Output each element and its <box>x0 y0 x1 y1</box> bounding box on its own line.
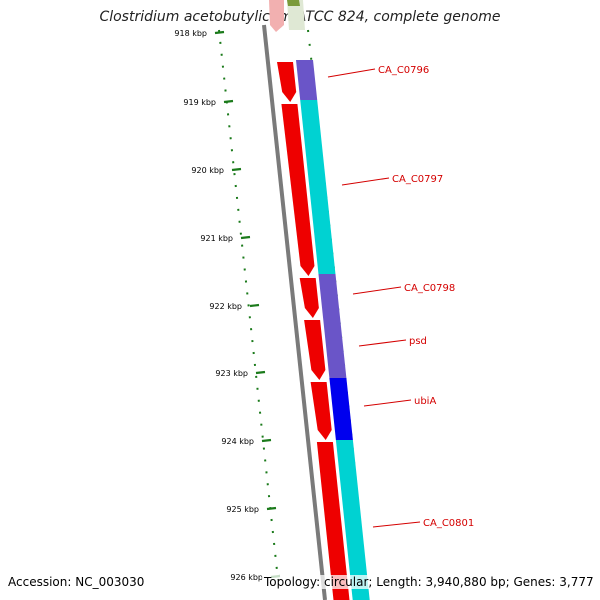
kbp-tick-label: 924 kbp <box>221 437 254 446</box>
gene-label[interactable]: psd <box>409 336 427 347</box>
accession-text: Accession: NC_003030 <box>8 575 145 589</box>
kbp-tick-mark <box>255 370 266 375</box>
reverse-gene-segment <box>296 60 318 100</box>
kbp-ticks: 918 kbp 919 kbp 920 kbp 921 kbp 922 kbp 923 k… <box>174 29 281 582</box>
kbp-tick-label: 921 kbp <box>200 234 233 243</box>
gene-leader-line <box>358 339 407 347</box>
reverse-gene-segment <box>335 440 370 600</box>
kbp-tick-label: 922 kbp <box>209 302 242 311</box>
kbp-tick-mark <box>231 167 242 172</box>
gene-label[interactable]: CA_C0796 <box>378 65 429 76</box>
faded-gene-top-green <box>287 0 305 30</box>
gene-label[interactable]: ubiA <box>414 396 436 407</box>
backbone-line <box>262 24 327 600</box>
kbp-tick-mark <box>214 30 225 35</box>
kbp-tick-mark <box>240 235 251 240</box>
gene-label[interactable]: CA_C0797 <box>392 174 443 185</box>
kbp-tick-mark <box>223 99 234 104</box>
kbp-tick-label: 918 kbp <box>174 29 207 38</box>
forward-strand-genes <box>277 62 350 600</box>
forward-gene-arrow <box>299 278 319 318</box>
gene-label[interactable]: CA_C0801 <box>423 518 474 529</box>
kbp-tick-label: 925 kbp <box>226 505 259 514</box>
kbp-tick-label: 920 kbp <box>191 166 224 175</box>
kbp-tick-mark <box>266 506 277 511</box>
gene-leader-line <box>363 399 412 407</box>
kbp-tick-label: 919 kbp <box>183 98 216 107</box>
gene-leader-line <box>327 68 376 78</box>
forward-gene-arrow <box>281 104 315 276</box>
genome-summary: Topology: circular; Length: 3,940,880 bp… <box>262 575 596 589</box>
reverse-strand-genes <box>296 60 370 600</box>
reverse-gene-segment <box>300 100 336 274</box>
faded-gene-top-olive <box>287 0 300 6</box>
reverse-gene-segment <box>323 318 347 378</box>
kbp-tick-mark <box>249 303 260 308</box>
gene-leader-line <box>352 286 402 295</box>
forward-gene-arrow <box>304 320 326 380</box>
kbp-tick-mark <box>261 438 272 443</box>
forward-gene-arrow <box>277 62 297 102</box>
forward-gene-arrow <box>316 442 350 600</box>
gene-leader-line <box>372 521 421 528</box>
reverse-gene-segment <box>318 274 341 318</box>
forward-gene-arrow <box>310 382 332 440</box>
kbp-tick-label: 923 kbp <box>215 369 248 378</box>
kbp-tick-label: 926 kbp <box>230 573 263 582</box>
gene-label[interactable]: CA_C0798 <box>404 283 455 294</box>
reverse-gene-segment <box>329 378 353 440</box>
faded-gene-top-red <box>269 0 284 32</box>
gene-leader-line <box>341 177 390 186</box>
